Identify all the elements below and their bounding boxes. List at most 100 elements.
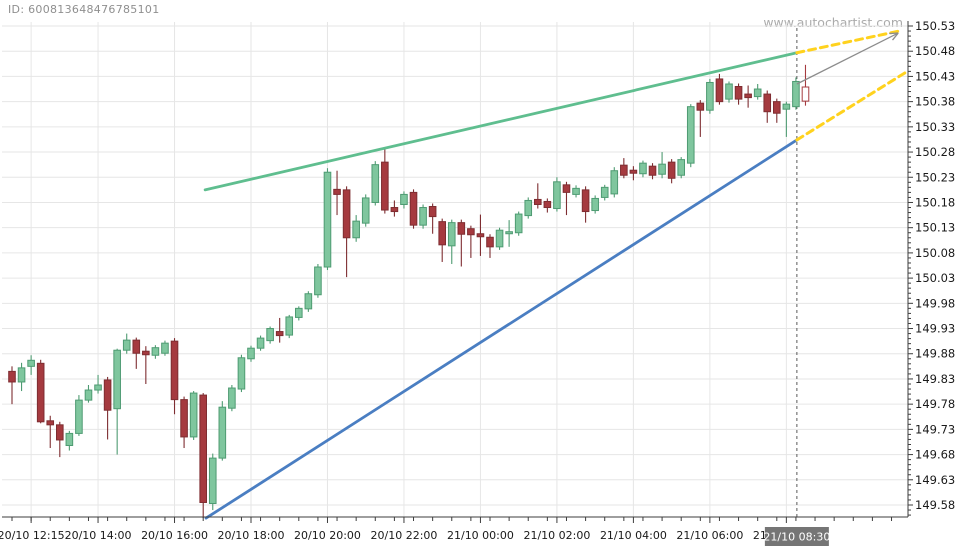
y-axis-label: 150.18 (915, 195, 955, 209)
candle (56, 421, 64, 458)
candle (189, 391, 198, 440)
candle (553, 177, 561, 212)
y-axis-label: 149.68 (915, 448, 955, 462)
candle (581, 186, 590, 223)
candle (514, 211, 523, 236)
candle (715, 73, 724, 105)
candle (228, 384, 236, 412)
candle (409, 189, 418, 229)
candle (419, 204, 427, 229)
candles-layer (8, 64, 810, 519)
svg-text:21/10 08:30: 21/10 08:30 (763, 531, 830, 544)
candle (27, 355, 35, 375)
candle (753, 83, 762, 100)
candle (447, 219, 456, 264)
forecast-arrow (796, 32, 899, 85)
y-axis-label: 150.53 (915, 19, 955, 33)
support-trendline (204, 138, 799, 520)
y-axis-label: 150.23 (915, 170, 955, 184)
x-axis-label: 21/10 00:00 (447, 529, 514, 542)
candle (438, 218, 446, 262)
candle (543, 198, 552, 213)
candle (734, 83, 743, 105)
candle (323, 168, 332, 271)
candle (275, 317, 284, 343)
y-axis-label: 150.03 (915, 271, 955, 285)
candle (304, 291, 313, 312)
candle (773, 98, 781, 123)
candle (381, 148, 389, 214)
candle (218, 401, 227, 461)
candle (84, 384, 93, 403)
axes-layer (2, 21, 909, 518)
y-axis-label: 150.13 (915, 221, 955, 235)
forming-candle (801, 64, 810, 106)
candle (639, 160, 647, 178)
y-axis-label: 149.58 (915, 498, 955, 512)
candle (295, 306, 303, 321)
candle (17, 362, 26, 392)
y-axis-label: 149.83 (915, 372, 955, 386)
candle (151, 345, 160, 359)
candle (371, 161, 380, 206)
candle (505, 220, 513, 247)
candle (428, 203, 437, 234)
candle (629, 166, 638, 181)
x-axis-label: 21/10 06:00 (676, 529, 743, 542)
candle (314, 263, 322, 298)
candle (103, 376, 112, 440)
x-axis-label: 20/10 18:00 (218, 529, 285, 542)
candle (696, 100, 705, 137)
x-axis-label: 20/10 22:00 (371, 529, 438, 542)
y-axis-label: 150.33 (915, 120, 955, 134)
candle (744, 85, 752, 108)
candle (142, 346, 150, 384)
candle (46, 415, 55, 449)
x-axis-label: 20/10 16:00 (141, 529, 208, 542)
x-axis-highlight-label: 21/10 08:30 (763, 527, 830, 546)
candle (648, 163, 657, 180)
candle (170, 338, 179, 415)
candle (467, 225, 475, 258)
candle (486, 234, 494, 258)
candle (782, 101, 791, 137)
candle (562, 181, 571, 216)
forecast-lower-line (795, 71, 907, 142)
candle (763, 90, 772, 123)
candle (706, 78, 714, 114)
candle (132, 337, 141, 369)
candle (237, 354, 246, 393)
x-axis: 20/10 12:15 20/10 14:00 20/10 16:00 20/10 1… (0, 517, 893, 542)
candle (161, 340, 169, 356)
candle (725, 81, 733, 103)
candle (400, 191, 408, 209)
y-axis-label: 149.63 (915, 473, 955, 487)
candle (600, 184, 609, 201)
candle (266, 326, 274, 344)
candle (495, 227, 504, 250)
candle (677, 157, 686, 179)
candle (8, 366, 16, 405)
candle (667, 159, 676, 184)
candle (352, 215, 360, 242)
pattern-id-label: ID: 600813648476785101 (8, 3, 160, 16)
y-axis-label: 149.98 (915, 296, 955, 310)
y-axis-label: 150.38 (915, 95, 955, 109)
candle (333, 170, 341, 216)
candle (620, 158, 628, 179)
candle (390, 200, 399, 217)
candle (208, 453, 217, 511)
x-axis-label: 21/10 02:00 (523, 529, 590, 542)
x-axis-label: 20/10 12:15 (0, 529, 65, 542)
y-axis-label: 149.93 (915, 322, 955, 336)
candle (591, 195, 599, 214)
candle (180, 396, 188, 449)
candle (476, 214, 485, 256)
candle (342, 186, 351, 278)
y-axis-label: 150.48 (915, 44, 955, 58)
candle (610, 167, 619, 198)
candle (256, 335, 265, 351)
y-axis-label: 149.78 (915, 397, 955, 411)
